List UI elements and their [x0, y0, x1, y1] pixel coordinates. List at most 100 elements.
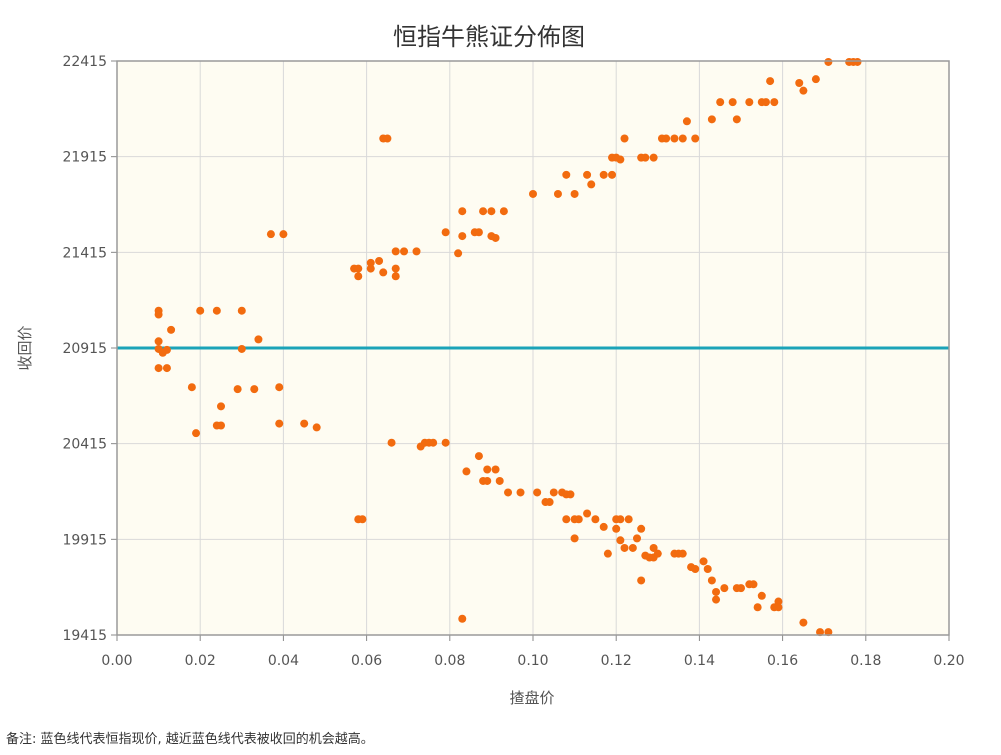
data-point: [562, 515, 571, 524]
data-point: [504, 488, 513, 497]
data-point: [383, 134, 392, 143]
data-point: [192, 429, 201, 438]
data-point: [824, 57, 833, 66]
x-tick-label: 0.14: [684, 653, 715, 669]
data-point: [707, 576, 716, 585]
data-point: [712, 587, 721, 596]
data-point: [358, 515, 367, 524]
data-point: [641, 153, 650, 162]
data-point: [379, 268, 388, 277]
data-point: [795, 79, 804, 88]
data-point: [637, 576, 646, 585]
x-tick-label: 0.04: [268, 653, 299, 669]
data-point: [682, 117, 691, 126]
data-point: [662, 134, 671, 143]
data-point: [612, 524, 621, 533]
data-point: [491, 465, 500, 474]
data-point: [728, 98, 737, 107]
data-point: [670, 134, 679, 143]
data-point: [237, 344, 246, 353]
data-point: [533, 488, 542, 497]
data-point: [583, 170, 592, 179]
data-point: [366, 264, 375, 273]
data-point: [212, 306, 221, 315]
x-tick-label: 0.02: [185, 653, 216, 669]
data-point: [366, 258, 375, 267]
data-point: [441, 438, 450, 447]
y-tick-label: 21915: [62, 150, 107, 166]
data-point: [391, 272, 400, 281]
data-point: [703, 564, 712, 573]
data-point: [633, 534, 641, 543]
data-point: [574, 515, 583, 524]
data-point: [483, 476, 492, 485]
data-point: [653, 549, 662, 558]
data-point: [217, 421, 225, 430]
data-point: [853, 57, 862, 66]
chart-title: 恒指牛熊证分佈图: [393, 23, 585, 51]
data-point: [237, 306, 246, 315]
data-point: [233, 385, 242, 394]
data-point: [799, 86, 808, 95]
data-point: [616, 515, 625, 524]
data-point: [637, 524, 646, 533]
data-point: [400, 247, 409, 256]
data-point: [562, 170, 571, 179]
data-point: [474, 452, 483, 461]
data-point: [749, 580, 758, 589]
x-tick-label: 0.20: [933, 653, 964, 669]
y-axis-label: 收回价: [16, 325, 34, 370]
data-point: [603, 549, 612, 558]
data-point: [154, 310, 163, 319]
data-point: [217, 402, 225, 411]
data-point: [599, 170, 608, 179]
data-point: [599, 522, 608, 531]
data-point: [458, 232, 467, 241]
data-point: [458, 614, 467, 623]
chart-footnote: 备注: 蓝色线代表恒指现价, 越近蓝色线代表被收回的机会越高。: [6, 732, 374, 747]
data-point: [354, 264, 363, 273]
data-point: [774, 597, 783, 606]
y-tick-label: 20915: [62, 341, 107, 357]
data-point: [441, 228, 450, 237]
data-point: [375, 256, 384, 265]
data-point: [154, 364, 163, 373]
data-point: [391, 264, 400, 273]
data-point: [300, 419, 309, 428]
data-point: [737, 584, 745, 593]
data-point: [154, 337, 163, 346]
y-tick-label: 22415: [62, 54, 107, 70]
data-point: [649, 543, 658, 552]
x-tick-label: 0.08: [434, 653, 465, 669]
y-tick-label: 21415: [62, 245, 107, 261]
data-point: [620, 134, 629, 143]
data-point: [691, 564, 700, 573]
x-tick-label: 0.06: [351, 653, 382, 669]
data-point: [707, 115, 716, 124]
data-point: [766, 77, 775, 86]
y-tick-label: 20415: [62, 437, 107, 453]
data-point: [770, 98, 779, 107]
data-point: [591, 515, 600, 524]
data-point: [162, 364, 171, 373]
data-point: [716, 98, 725, 107]
data-point: [587, 180, 596, 189]
data-point: [624, 515, 633, 524]
data-point: [429, 438, 438, 447]
data-point: [495, 476, 504, 485]
x-tick-label: 0.16: [767, 653, 798, 669]
data-point: [549, 488, 558, 497]
data-point: [545, 498, 554, 507]
data-point: [553, 189, 562, 198]
data-point: [487, 207, 496, 216]
data-point: [628, 543, 637, 552]
data-point: [391, 247, 400, 256]
data-point: [757, 591, 766, 600]
warrant-points: [154, 57, 862, 637]
data-point: [254, 335, 263, 344]
x-axis-label: 揸盘价: [509, 689, 554, 707]
y-tick-label: 19415: [62, 628, 107, 644]
data-point: [499, 207, 508, 216]
data-point: [483, 465, 492, 474]
x-axis-ticks: 0.00 0.02 0.04 0.06 0.08 0.10 0.12 0.14 0.16 0.18…: [101, 635, 965, 669]
